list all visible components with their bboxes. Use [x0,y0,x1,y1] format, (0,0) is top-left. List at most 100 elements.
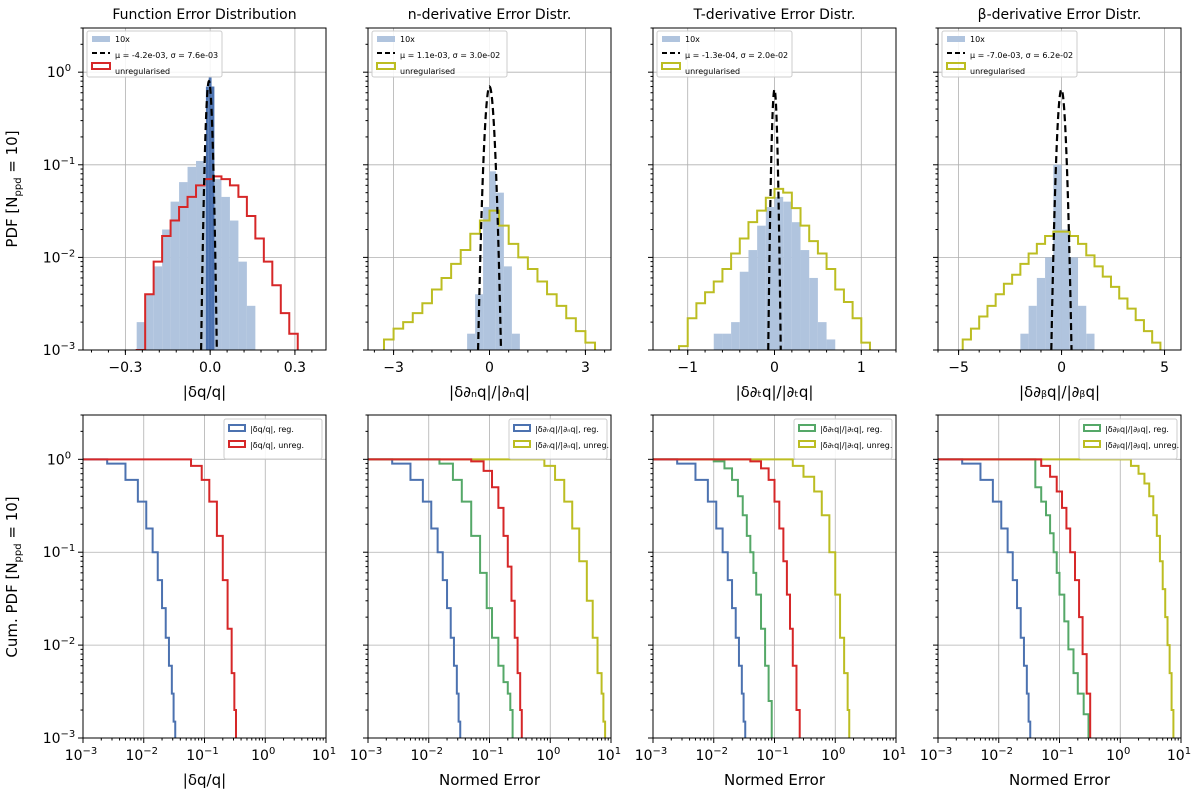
hist-bar [1061,229,1070,350]
tick-exponent: −1 [1059,746,1074,757]
legend-label: |δq/q|, unreg. [250,441,304,450]
x-axis-label: |δ∂ₜq|/|∂ₜq| [736,383,814,401]
plot-area [653,458,851,738]
legend-label: |δq/q|, reg. [250,425,294,434]
x-tick-label: 100 [1106,746,1130,764]
x-tick-label: 100 [821,746,845,764]
legend-box [941,30,1078,78]
x-tick-label: 10−2 [410,746,443,764]
ylabel-text: = 10] [3,130,21,177]
legend-swatch-hist [947,36,965,42]
hist-bar [187,166,197,350]
hist-bar [731,322,740,350]
ylabel-subscript: ppd [13,177,24,196]
ticks [648,414,897,743]
x-tick-label: 10−2 [125,746,158,764]
hist-bar [739,271,749,350]
legend: |δ∂ₙq|/|∂ₙq|, reg. |δ∂ₙq|/|∂ₙq|, unreg. [508,418,609,460]
x-tick-label: 0 [770,360,779,376]
hist-bar [1028,305,1037,350]
ticks [78,414,327,743]
legend-swatch [1083,440,1101,448]
x-tick-label: 10−3 [635,746,668,764]
tick-exponent: −1 [204,746,219,757]
y-tick-label: 10−3 [43,729,76,747]
legend-label: unregularised [970,67,1025,76]
cdf-line [938,458,1090,738]
x-axis-label: |δq/q| [183,383,226,401]
hist-bar [791,222,801,350]
tick-base: 10 [410,748,428,764]
legend: |δ∂ₜq|/|∂ₜq|, reg. |δ∂ₜq|/|∂ₜq|, unreg. [793,418,893,460]
panel-title: T-derivative Error Distr. [692,7,855,23]
tick-exponent: −1 [489,746,504,757]
x-tick-label: 101 [1167,746,1191,764]
axes-frame [937,27,1182,351]
y-axis-label-bottom: Cum. PDF [Nppd = 10] [3,496,24,657]
panel-title: n-derivative Error Distr. [408,7,572,23]
hist-bar-center [205,86,209,350]
legend-label: |δ∂ₙq|/|∂ₙq|, unreg. [535,441,609,450]
tick-exponent: −3 [61,729,76,740]
hist-bar [145,294,154,350]
tick-base: 10 [43,250,61,266]
legend-box [508,418,608,460]
x-tick-label: 10−3 [65,746,98,764]
legend-label: 10x [115,35,130,44]
hist-bar [817,322,827,350]
tick-base: 10 [980,748,998,764]
tick-exponent: −1 [774,746,789,757]
tick-exponent: −2 [428,746,443,757]
tick-exponent: −2 [61,636,76,647]
tick-exponent: 0 [269,746,275,757]
tick-base: 10 [1167,748,1185,764]
legend-swatch-unreg [946,62,966,70]
x-tick-label: 10−1 [186,746,219,764]
tick-base: 10 [251,748,269,764]
hist-10x [467,171,520,350]
tick-exponent: 0 [554,746,560,757]
tick-exponent: −2 [713,746,728,757]
x-tick-label: 10−3 [350,746,383,764]
x-axis-label: |δq/q| [183,771,226,789]
legend-swatch-unreg [91,62,111,70]
legend-swatch [513,440,531,448]
ylabel-text: PDF [N [3,197,21,248]
cdf-line [368,458,523,738]
plot-area [938,458,1175,738]
hist-bar [136,322,146,350]
legend: 10x μ = -7.0e-03, σ = 6.2e-02 unregularise… [941,30,1078,78]
hist-bar [1086,333,1095,350]
hist-bar [179,182,188,350]
tick-exponent: 1 [900,746,906,757]
x-tick-label: 0 [1057,360,1066,376]
gauss-fit [200,79,218,350]
legend-swatch-hist [92,36,110,42]
tick-base: 10 [695,748,713,764]
y-tick-label: 10−3 [43,341,76,359]
cdf-line [938,458,1175,738]
tick-exponent: −1 [61,543,76,554]
legend-box [223,418,323,460]
tick-base: 10 [43,545,61,561]
tick-base: 10 [43,731,61,747]
cdf-line [83,458,177,738]
tick-base: 10 [920,748,938,764]
tick-base: 10 [125,748,143,764]
hist-bar [196,160,205,350]
legend-box [793,418,893,460]
cdf-line [938,458,1092,738]
cdf-line [653,458,747,738]
hist-bar [783,201,792,350]
x-tick-label: 1 [857,360,866,376]
x-tick-label: 10−2 [695,746,728,764]
y-tick-label: 10−2 [43,248,76,266]
x-axis-label: Normed Error [439,771,541,789]
hist-bar [1020,333,1029,350]
legend-swatch [798,440,816,448]
hist-bar [757,225,766,350]
